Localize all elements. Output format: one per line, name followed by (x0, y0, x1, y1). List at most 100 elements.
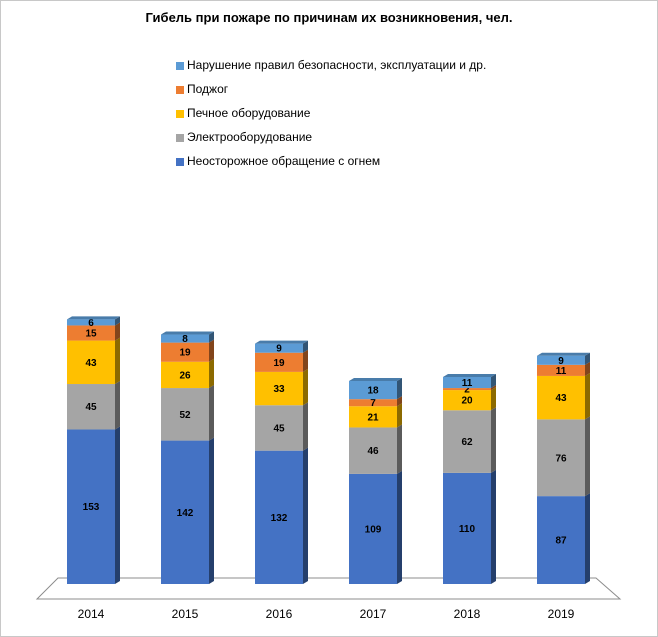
bar-value-label: 132 (271, 513, 288, 524)
bar-segment (537, 355, 585, 365)
bar-segment (443, 376, 491, 389)
bar-segment (161, 440, 209, 584)
bar-segment-side (115, 337, 120, 385)
bar-segment (255, 371, 303, 406)
legend-swatch (176, 134, 184, 142)
bar-value-label: 46 (367, 446, 379, 457)
bar-segment-side (115, 322, 120, 341)
bar-segment (349, 399, 397, 407)
bar-value-label: 45 (85, 402, 97, 413)
legend-label: Электрооборудование (187, 130, 313, 144)
bar-stack-2017: 109 46 21 718 (349, 377, 402, 584)
chart-floor (35, 577, 622, 600)
bar-segment-side (397, 396, 402, 407)
bar-value-label: 110 (459, 524, 476, 535)
bar-value-label: 15 (85, 329, 97, 340)
bar-top-face (537, 352, 590, 356)
bar-segment-side (303, 340, 308, 353)
bar-segment (349, 427, 397, 474)
bar-segment (255, 343, 303, 353)
legend-label: Поджог (187, 82, 229, 96)
bar-value-label: 20 (461, 396, 473, 407)
bar-segment (443, 390, 491, 411)
legend-swatch (176, 110, 184, 118)
bar-stack-2014: 153 45 43 156 (67, 316, 120, 584)
bar-segment (67, 384, 115, 430)
bar-value-label: 18 (367, 386, 379, 397)
bar-stack-2016: 132 45 33 19 9 (255, 340, 308, 584)
bar-segment-side (397, 377, 402, 400)
x-tick-label: 2015 (172, 607, 199, 621)
bar-value-label: 19 (273, 358, 285, 369)
bar-segment (67, 340, 115, 385)
bar-value-label: 26 (179, 370, 191, 381)
x-tick-label: 2017 (360, 607, 387, 621)
bar-segment-side (585, 493, 590, 584)
bar-top-face (161, 331, 214, 335)
x-tick-label: 2018 (454, 607, 481, 621)
bar-segment (161, 388, 209, 441)
bar-segment-side (585, 352, 590, 365)
legend-label: Нарушение правил безопасности, эксплуата… (187, 58, 487, 72)
bar-value-label: 43 (555, 393, 567, 404)
bar-top-face (443, 373, 496, 377)
bar-value-label: 52 (179, 410, 191, 421)
bar-top-face (67, 316, 120, 320)
bar-segment-side (115, 316, 120, 326)
bar-segment-side (303, 368, 308, 406)
bar-segment (161, 361, 209, 389)
chart-title: Гибель при пожаре по причинам их возникн… (145, 10, 513, 25)
bar-value-label: 153 (83, 502, 100, 513)
bar-segment-side (491, 469, 496, 584)
x-tick-label: 2016 (266, 607, 293, 621)
bar-segment-side (491, 387, 496, 411)
bar-value-label: 21 (367, 412, 379, 423)
bar-value-label: 62 (461, 437, 473, 448)
bar-value-label: 142 (177, 508, 194, 519)
bar-value-label: 43 (85, 358, 97, 369)
bar-segment (161, 342, 209, 362)
bar-segment-side (209, 437, 214, 584)
bar-top-face (349, 377, 402, 381)
bar-segment-side (209, 358, 214, 389)
bar-segment (161, 334, 209, 343)
bar-segment-side (397, 403, 402, 428)
bar-value-label: 109 (365, 524, 382, 535)
bar-segment (537, 496, 585, 584)
bar-segment-side (585, 361, 590, 376)
bar-segment-side (397, 470, 402, 584)
bar-stack-2015: 142 52 26 19 8 (161, 331, 214, 584)
bar-segment (537, 364, 585, 376)
bar-segment (255, 450, 303, 584)
bar-value-label: 45 (273, 423, 285, 434)
bar-segment-side (209, 331, 214, 343)
bar-value-label: 87 (555, 536, 567, 547)
bar-segment-side (491, 385, 496, 391)
x-tick-label: 2014 (78, 607, 105, 621)
bar-stack-2019: 87 76 43 119 (537, 352, 590, 584)
bar-segment (67, 325, 115, 341)
bar-segment-side (115, 381, 120, 430)
bar-value-label: 6 (88, 318, 94, 329)
legend-swatch (176, 86, 184, 94)
bar-value-label: 11 (462, 378, 473, 389)
legend-label: Неосторожное обращение с огнем (187, 154, 381, 168)
bar-segment-side (115, 426, 120, 584)
bar-segment-side (585, 416, 590, 497)
bar-segment (537, 419, 585, 497)
bar-segment (349, 473, 397, 584)
bar-segment-side (491, 407, 496, 473)
legend-swatch (176, 158, 184, 166)
bar-segment-side (303, 447, 308, 584)
bar-value-label: 76 (555, 453, 567, 464)
bar-value-label: 11 (556, 366, 567, 377)
bar-segment (443, 388, 491, 391)
bar-value-label: 19 (179, 348, 191, 359)
bar-segment-side (209, 339, 214, 362)
bar-value-label: 7 (370, 398, 376, 409)
legend-label: Печное оборудование (187, 106, 311, 120)
bar-segment (255, 405, 303, 451)
bar-value-label: 9 (276, 344, 282, 355)
